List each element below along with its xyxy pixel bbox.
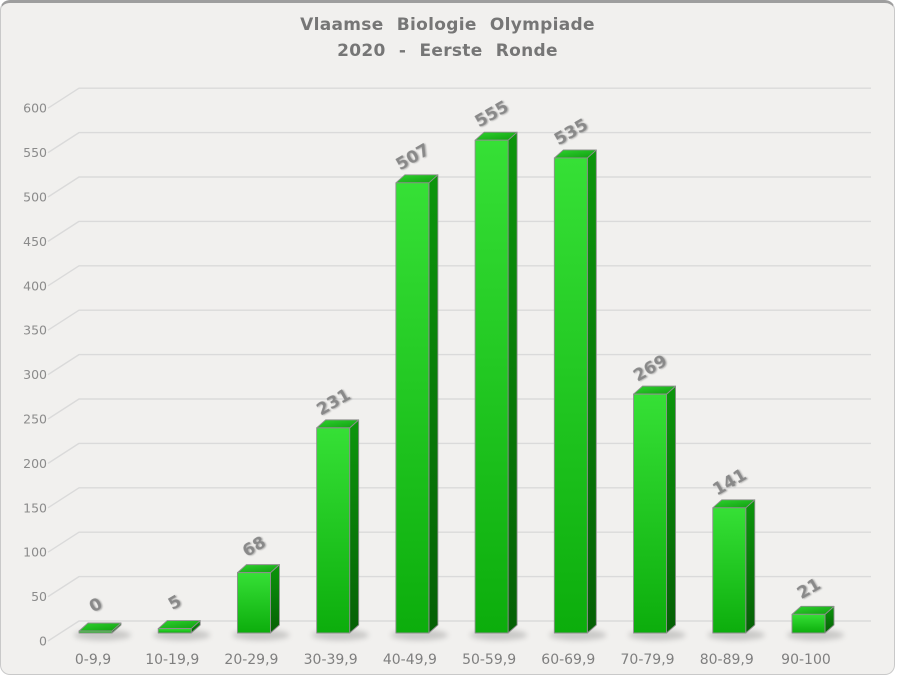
gridline-350 — [47, 309, 871, 331]
bar-data-label: 231 — [313, 385, 354, 420]
bar-side-face — [428, 174, 439, 634]
y-axis-tick-label: 500 — [23, 190, 47, 205]
y-axis-tick-label: 350 — [23, 323, 47, 338]
gridline-300 — [47, 353, 871, 376]
bar-group-60-69,9 — [549, 149, 607, 641]
bar-group-20-29,9 — [232, 564, 290, 641]
plot-area: 0 50 100 150 200 250 300 350 400 450 500 550 600 0 0-9… — [23, 87, 871, 668]
chart-title-line2: 2020 - Eerste Ronde — [337, 41, 558, 61]
gridline-50 — [47, 575, 871, 598]
chart-title: Vlaamse Biologie Olympiade 2020 - Eerste… — [1, 12, 894, 64]
bar-side-face — [507, 131, 518, 634]
bar-data-label: 141 — [709, 465, 750, 500]
bar-front-face — [633, 393, 667, 634]
bar-side-face — [745, 499, 756, 634]
x-axis-tick-label: 30-39,9 — [304, 652, 358, 668]
bar-data-label: 5 — [165, 592, 185, 615]
gridline-600 — [47, 87, 871, 109]
gridline-250 — [47, 398, 871, 420]
bar-group-30-39,9 — [311, 419, 369, 641]
gridline-100 — [47, 531, 871, 553]
bar-front-face — [236, 572, 271, 634]
y-axis-tick-label: 200 — [23, 456, 47, 471]
bar-group-70-79,9 — [628, 385, 686, 641]
bar-side-face — [269, 564, 280, 634]
y-axis-tick-label: 450 — [23, 234, 47, 249]
x-axis-tick-label: 90-100 — [781, 652, 831, 668]
y-axis-tick-label: 0 — [39, 634, 47, 649]
bar-data-label: 21 — [794, 574, 825, 603]
bar-group-0-9,9 — [74, 622, 131, 641]
bar-data-label: 0 — [86, 594, 106, 617]
x-axis-tick-label: 60-69,9 — [541, 652, 595, 668]
y-axis-tick-label: 600 — [23, 101, 47, 116]
bar-front-face — [553, 157, 588, 634]
y-axis-tick-label: 400 — [23, 278, 47, 293]
bar-front-face — [316, 427, 351, 634]
bar-front-face — [474, 139, 509, 634]
bar-group-50-59,9 — [470, 131, 528, 641]
bar-group-90-100 — [786, 605, 844, 641]
bar-side-face — [349, 419, 360, 634]
bar-side-face — [586, 149, 597, 634]
x-axis-tick-label: 20-29,9 — [224, 652, 278, 668]
bar-front-face — [78, 630, 113, 634]
chart-title-line1: Vlaamse Biologie Olympiade — [300, 15, 595, 35]
gridline-550 — [47, 131, 871, 154]
bar-data-label: 535 — [551, 115, 592, 150]
y-axis-tick-label: 50 — [31, 589, 47, 604]
bar-data-label: 68 — [239, 533, 270, 562]
bar-data-label: 269 — [630, 351, 671, 386]
x-axis-tick-label: 70-79,9 — [621, 652, 675, 668]
bar-front-face — [712, 507, 747, 634]
y-axis-tick-label: 300 — [23, 367, 47, 382]
gridline-200 — [47, 442, 871, 464]
y-axis-tick-label: 100 — [23, 545, 47, 560]
bar-front-face — [157, 628, 192, 634]
x-axis-tick-label: 0-9,9 — [75, 652, 111, 668]
bar-side-face — [666, 385, 676, 634]
y-axis-tick-label: 150 — [23, 500, 47, 515]
x-axis-tick-label: 10-19,9 — [145, 652, 199, 668]
bar-group-80-89,9 — [707, 499, 765, 641]
gridline-400 — [47, 265, 871, 287]
x-axis-tick-label: 80-89,9 — [700, 652, 754, 668]
gridline-0 — [47, 620, 871, 642]
bar-front-face — [791, 613, 826, 634]
bar-group-40-49,9 — [390, 174, 448, 641]
y-axis-tick-label: 250 — [23, 412, 47, 427]
bar-data-label: 507 — [393, 140, 434, 175]
x-axis-tick-label: 40-49,9 — [383, 652, 437, 668]
gridline-500 — [47, 176, 871, 198]
gridline-150 — [47, 487, 871, 509]
bar-group-10-19,9 — [153, 620, 211, 641]
x-axis-tick-label: 50-59,9 — [462, 652, 516, 668]
gridline-450 — [47, 220, 871, 242]
y-axis-tick-label: 550 — [23, 145, 47, 160]
bar-data-label: 555 — [472, 97, 513, 132]
bar-front-face — [395, 182, 430, 634]
